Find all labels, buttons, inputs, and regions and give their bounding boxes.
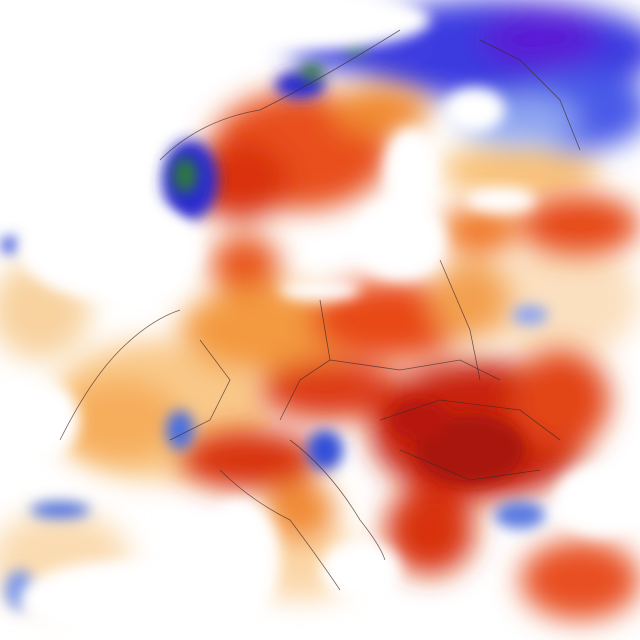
- coast-line: [289, 439, 386, 561]
- border-line: [279, 299, 331, 421]
- coast-line: [59, 309, 181, 441]
- warm-regions: [60, 85, 640, 620]
- border-line: [169, 339, 231, 441]
- hot-core: [390, 400, 525, 485]
- border-line: [399, 449, 541, 481]
- coast-line: [159, 29, 401, 161]
- cool-patches: [0, 71, 548, 610]
- border-line: [479, 39, 581, 151]
- border-line: [439, 259, 481, 381]
- coast-line: [219, 469, 341, 591]
- border-line: [329, 359, 501, 381]
- border-line: [379, 399, 561, 441]
- borders: [59, 29, 581, 591]
